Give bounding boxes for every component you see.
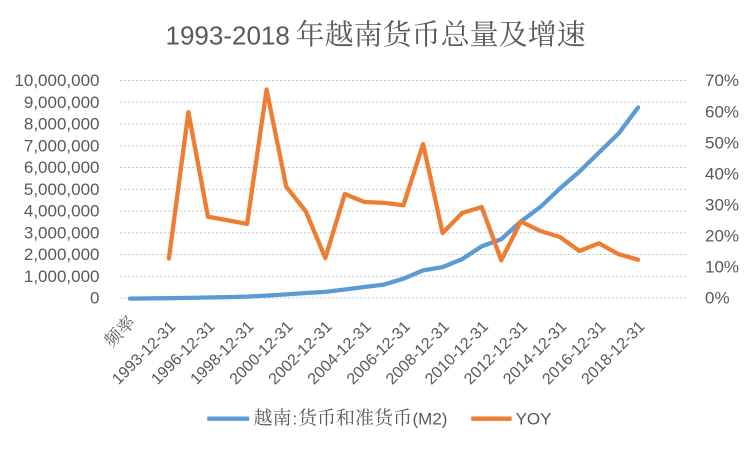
svg-text:YOY: YOY — [516, 409, 552, 428]
svg-text:4,000,000: 4,000,000 — [24, 202, 100, 221]
svg-text::: : — [293, 409, 298, 428]
svg-text:0: 0 — [90, 289, 99, 308]
svg-text:60%: 60% — [705, 102, 739, 121]
svg-text:40%: 40% — [705, 164, 739, 183]
svg-text:6,000,000: 6,000,000 — [24, 158, 100, 177]
svg-text:2,000,000: 2,000,000 — [24, 245, 100, 264]
svg-text:1993-2018: 1993-2018 — [166, 21, 290, 51]
svg-text:9,000,000: 9,000,000 — [24, 93, 100, 112]
svg-text:50%: 50% — [705, 133, 739, 152]
svg-text:70%: 70% — [705, 71, 739, 90]
svg-text:5,000,000: 5,000,000 — [24, 180, 100, 199]
svg-text:10,000,000: 10,000,000 — [14, 71, 99, 90]
svg-text:20%: 20% — [705, 227, 739, 246]
svg-text:0%: 0% — [705, 289, 730, 308]
svg-text:3,000,000: 3,000,000 — [24, 223, 100, 242]
svg-text:7,000,000: 7,000,000 — [24, 136, 100, 155]
svg-text:1,000,000: 1,000,000 — [24, 267, 100, 286]
svg-text:(M2): (M2) — [413, 409, 448, 428]
svg-text:8,000,000: 8,000,000 — [24, 115, 100, 134]
svg-text:10%: 10% — [705, 258, 739, 277]
svg-text:30%: 30% — [705, 195, 739, 214]
